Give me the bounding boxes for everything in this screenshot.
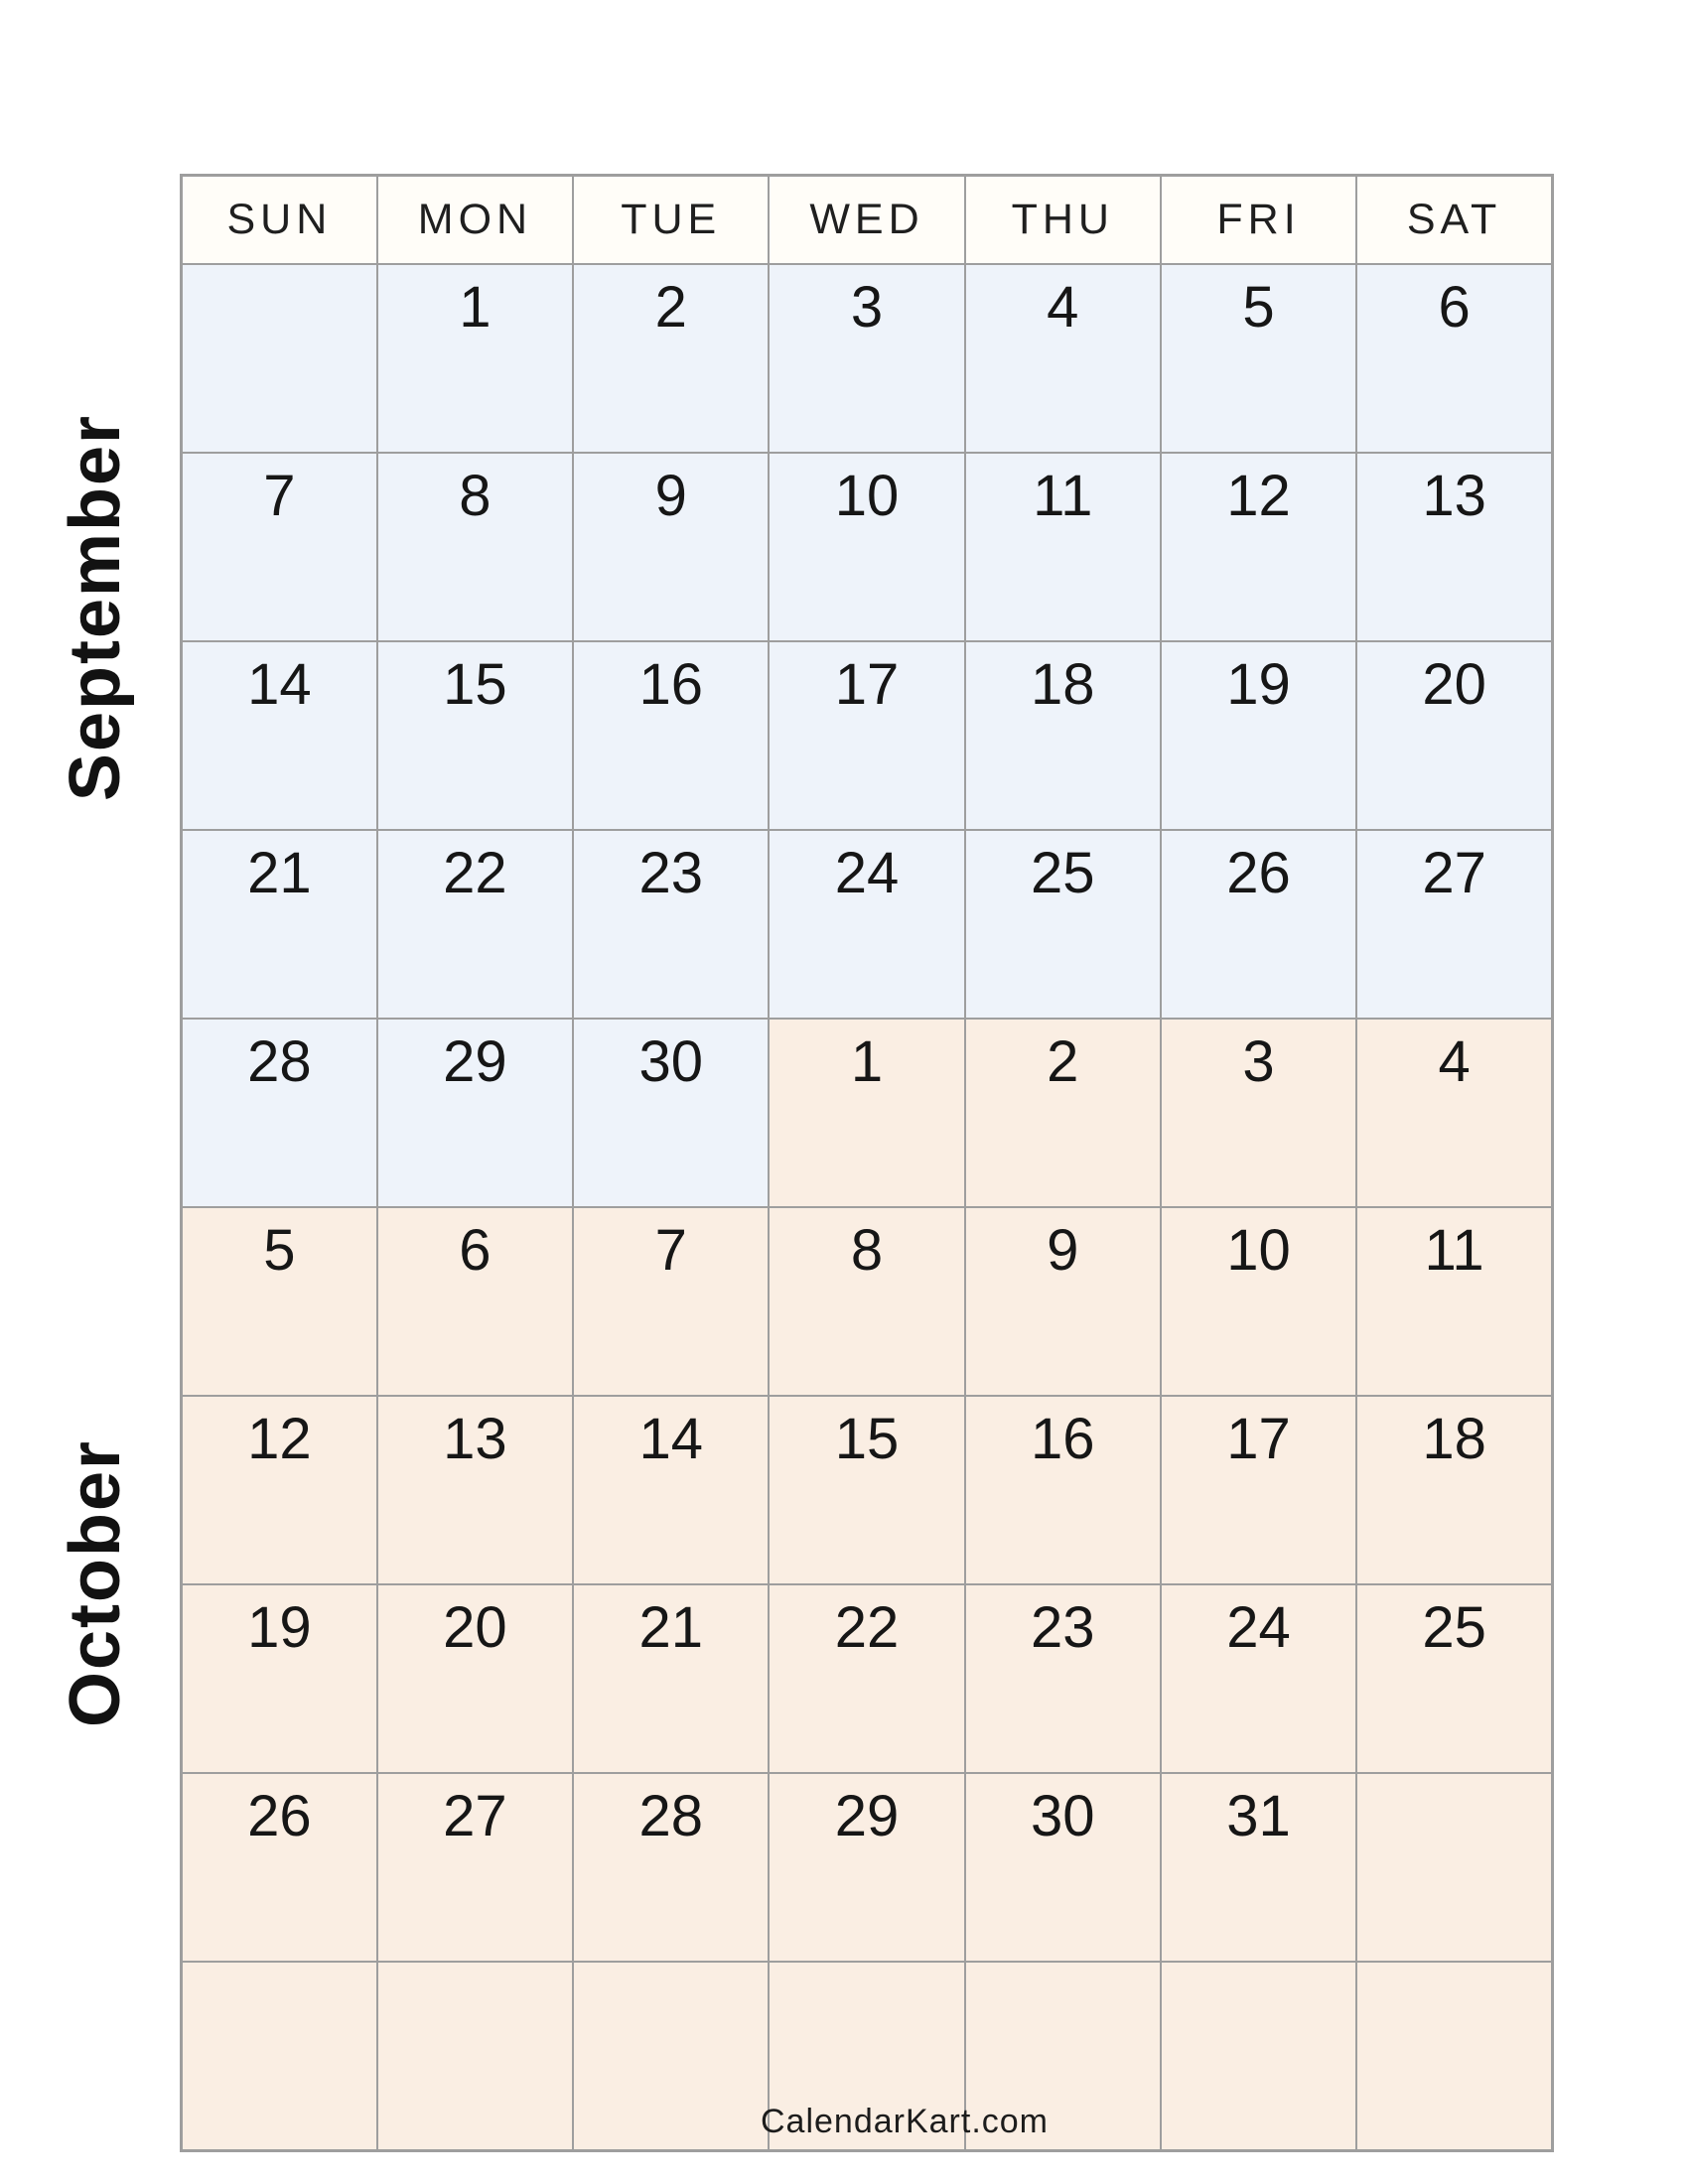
day-cell: 7 bbox=[180, 452, 378, 642]
day-cell: 19 bbox=[1159, 640, 1358, 831]
week-row: 5 6 7 8 9 10 11 bbox=[180, 1206, 1554, 1397]
day-cell: 18 bbox=[1355, 1395, 1554, 1585]
day-cell: 10 bbox=[1159, 1206, 1358, 1397]
day-cell: 12 bbox=[1159, 452, 1358, 642]
week-row bbox=[180, 1961, 1554, 2152]
day-cell: 14 bbox=[572, 1395, 771, 1585]
day-cell: 5 bbox=[1159, 263, 1358, 454]
weekday-header: TUE bbox=[572, 174, 771, 265]
day-cell: 24 bbox=[1159, 1583, 1358, 1774]
day-cell: 15 bbox=[375, 640, 575, 831]
weekday-header: SUN bbox=[180, 174, 378, 265]
day-cell: 27 bbox=[1355, 829, 1554, 1020]
day-cell: 8 bbox=[768, 1206, 966, 1397]
month-label-october: October bbox=[56, 1438, 135, 1728]
day-cell: 26 bbox=[180, 1772, 378, 1963]
footer-brand: CalendarKart.com bbox=[760, 2103, 1050, 2140]
day-cell: 13 bbox=[375, 1395, 575, 1585]
day-cell-empty bbox=[375, 1961, 575, 2152]
day-cell-empty bbox=[768, 1961, 966, 2152]
day-cell: 1 bbox=[768, 1018, 966, 1208]
day-cell-empty bbox=[1159, 1961, 1358, 2152]
day-cell: 20 bbox=[375, 1583, 575, 1774]
day-cell: 22 bbox=[768, 1583, 966, 1774]
day-cell-empty bbox=[180, 1961, 378, 2152]
day-cell: 11 bbox=[1355, 1206, 1554, 1397]
day-cell: 6 bbox=[1355, 263, 1554, 454]
calendar-grid: SUN MON TUE WED THU FRI SAT 1 2 3 4 5 6 7 8 9 10 11 12 13 1… bbox=[180, 174, 1554, 2152]
day-cell: 16 bbox=[572, 640, 771, 831]
day-cell: 28 bbox=[180, 1018, 378, 1208]
day-cell-empty bbox=[572, 1961, 771, 2152]
day-cell: 31 bbox=[1159, 1772, 1358, 1963]
day-cell: 27 bbox=[375, 1772, 575, 1963]
day-cell-empty bbox=[180, 263, 378, 454]
day-cell: 8 bbox=[375, 452, 575, 642]
day-cell: 6 bbox=[375, 1206, 575, 1397]
day-cell: 2 bbox=[572, 263, 771, 454]
day-cell: 23 bbox=[963, 1583, 1162, 1774]
day-cell: 29 bbox=[768, 1772, 966, 1963]
week-row: 12 13 14 15 16 17 18 bbox=[180, 1395, 1554, 1585]
week-row: 28 29 30 1 2 3 4 bbox=[180, 1018, 1554, 1208]
day-cell: 23 bbox=[572, 829, 771, 1020]
day-cell: 17 bbox=[768, 640, 966, 831]
weekday-header: WED bbox=[768, 174, 966, 265]
day-cell: 21 bbox=[572, 1583, 771, 1774]
week-row: 19 20 21 22 23 24 25 bbox=[180, 1583, 1554, 1774]
weekday-header: SAT bbox=[1355, 174, 1554, 265]
week-row: 21 22 23 24 25 26 27 bbox=[180, 829, 1554, 1020]
day-cell: 4 bbox=[1355, 1018, 1554, 1208]
day-cell-empty bbox=[1355, 1772, 1554, 1963]
day-cell: 10 bbox=[768, 452, 966, 642]
day-cell: 15 bbox=[768, 1395, 966, 1585]
day-cell: 1 bbox=[375, 263, 575, 454]
week-row: 7 8 9 10 11 12 13 bbox=[180, 452, 1554, 642]
day-cell: 28 bbox=[572, 1772, 771, 1963]
weekday-header: FRI bbox=[1159, 174, 1358, 265]
day-cell: 25 bbox=[1355, 1583, 1554, 1774]
weekday-header: THU bbox=[963, 174, 1162, 265]
day-cell: 14 bbox=[180, 640, 378, 831]
day-cell: 3 bbox=[1159, 1018, 1358, 1208]
weekday-header: MON bbox=[375, 174, 575, 265]
day-cell: 2 bbox=[963, 1018, 1162, 1208]
day-cell: 11 bbox=[963, 452, 1162, 642]
day-cell: 25 bbox=[963, 829, 1162, 1020]
weekday-header-row: SUN MON TUE WED THU FRI SAT bbox=[180, 174, 1554, 265]
day-cell: 12 bbox=[180, 1395, 378, 1585]
day-cell: 3 bbox=[768, 263, 966, 454]
month-label-september: September bbox=[56, 413, 135, 802]
week-row: 14 15 16 17 18 19 20 bbox=[180, 640, 1554, 831]
day-cell: 30 bbox=[572, 1018, 771, 1208]
day-cell: 21 bbox=[180, 829, 378, 1020]
day-cell-empty bbox=[963, 1961, 1162, 2152]
day-cell: 18 bbox=[963, 640, 1162, 831]
day-cell: 13 bbox=[1355, 452, 1554, 642]
day-cell: 30 bbox=[963, 1772, 1162, 1963]
day-cell: 16 bbox=[963, 1395, 1162, 1585]
day-cell: 26 bbox=[1159, 829, 1358, 1020]
day-cell: 29 bbox=[375, 1018, 575, 1208]
day-cell: 9 bbox=[963, 1206, 1162, 1397]
week-row: 26 27 28 29 30 31 bbox=[180, 1772, 1554, 1963]
day-cell: 9 bbox=[572, 452, 771, 642]
day-cell: 5 bbox=[180, 1206, 378, 1397]
day-cell: 19 bbox=[180, 1583, 378, 1774]
day-cell: 22 bbox=[375, 829, 575, 1020]
day-cell: 7 bbox=[572, 1206, 771, 1397]
day-cell: 20 bbox=[1355, 640, 1554, 831]
day-cell: 4 bbox=[963, 263, 1162, 454]
day-cell: 24 bbox=[768, 829, 966, 1020]
day-cell-empty bbox=[1355, 1961, 1554, 2152]
day-cell: 17 bbox=[1159, 1395, 1358, 1585]
